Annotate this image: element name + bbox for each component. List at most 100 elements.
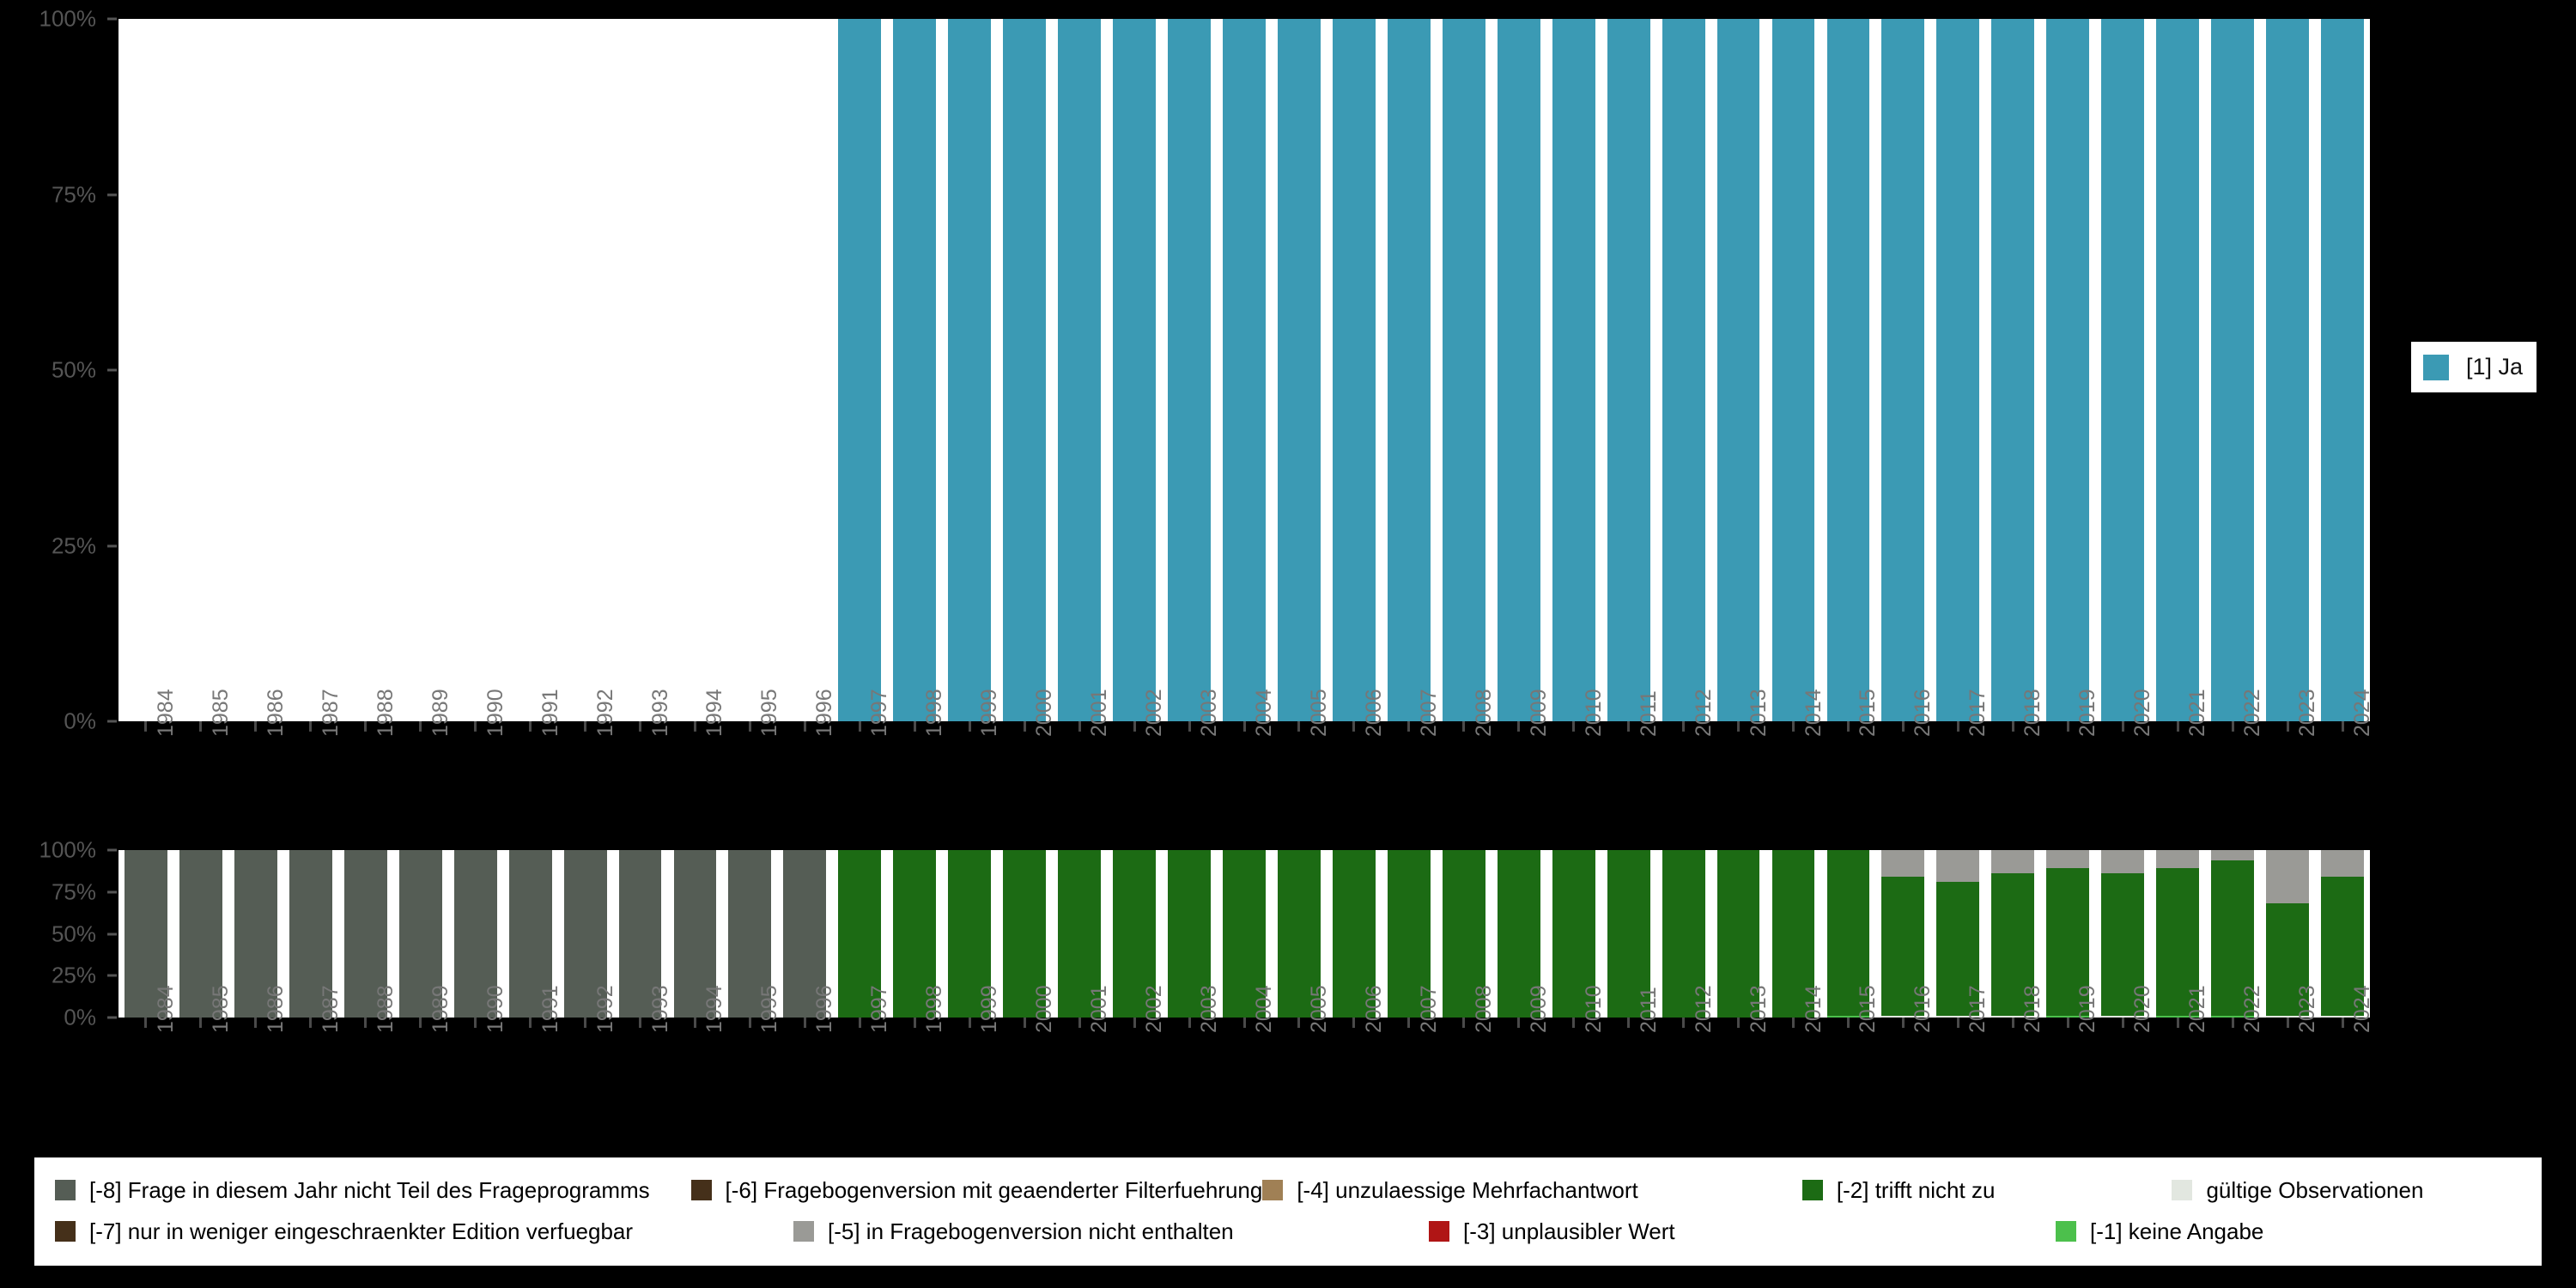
x-tick-label-1991: 1991 — [538, 985, 562, 1033]
x-tick-mark-2003 — [1188, 721, 1191, 732]
lower-bar-1988 — [343, 850, 387, 1018]
lower-bar-1993 — [618, 850, 662, 1018]
x-tick-mark-2007 — [1407, 1018, 1411, 1028]
x-tick-label-2006: 2006 — [1361, 689, 1386, 737]
y-tick-mark — [107, 848, 117, 852]
lower-bar-2001 — [1058, 850, 1102, 1018]
y-tick-mark — [107, 974, 117, 977]
upper-bar-2022 — [2211, 19, 2255, 721]
x-tick-label-2015: 2015 — [1856, 689, 1880, 737]
lower-bar-2006 — [1332, 850, 1376, 1018]
x-tick-label-2003: 2003 — [1197, 985, 1222, 1033]
lower-seg-2018-m5 — [1991, 850, 2035, 874]
x-tick-mark-2012 — [1682, 1018, 1686, 1028]
x-tick-mark-2000 — [1023, 721, 1026, 732]
lower-seg-2013-m2 — [1716, 850, 1760, 1018]
x-tick-label-1989: 1989 — [428, 689, 453, 737]
x-tick-label-1996: 1996 — [812, 689, 837, 737]
lower-bar-1985 — [179, 850, 222, 1018]
x-tick-mark-1994 — [693, 721, 696, 732]
x-tick-mark-1988 — [364, 721, 368, 732]
x-tick-label-1995: 1995 — [757, 985, 782, 1033]
lower-seg-2000-m2 — [1003, 850, 1047, 1018]
lower-seg-2017-valid — [1936, 1016, 1980, 1018]
lower-seg-2024-valid — [2321, 1016, 2364, 1018]
y-tick-label-50pct: 50% — [51, 920, 96, 946]
x-tick-label-2022: 2022 — [2240, 985, 2265, 1033]
y-tick-label-75pct: 75% — [51, 181, 96, 207]
lower-seg-1985-m8 — [179, 850, 222, 1018]
lower-bar-2003 — [1168, 850, 1211, 1018]
x-tick-mark-2015 — [1846, 1018, 1850, 1028]
x-tick-mark-2018 — [2011, 1018, 2014, 1028]
upper-plot-area — [118, 19, 2370, 721]
upper-bar-2000 — [1003, 19, 1047, 721]
legend-swatch-ja — [2423, 354, 2449, 380]
x-tick-mark-1996 — [803, 721, 806, 732]
lower-seg-2012-m2 — [1662, 850, 1705, 1018]
x-tick-label-2015: 2015 — [1856, 985, 1880, 1033]
x-tick-mark-1985 — [199, 721, 203, 732]
lower-seg-1997-m2 — [838, 850, 882, 1018]
x-tick-label-2021: 2021 — [2185, 985, 2210, 1033]
lower-seg-1998-m2 — [893, 850, 937, 1018]
y-tick-mark — [107, 890, 117, 894]
x-tick-label-2017: 2017 — [1965, 985, 1990, 1033]
lower-bar-2023 — [2266, 850, 2309, 1018]
lower-bar-1986 — [234, 850, 277, 1018]
x-tick-mark-2011 — [1627, 1018, 1631, 1028]
x-tick-label-1990: 1990 — [483, 689, 507, 737]
x-tick-label-2021: 2021 — [2185, 689, 2210, 737]
x-tick-mark-2005 — [1297, 721, 1301, 732]
x-tick-mark-1990 — [474, 721, 477, 732]
x-tick-label-2010: 2010 — [1581, 985, 1606, 1033]
lower-seg-2020-m2 — [2101, 873, 2145, 1017]
x-tick-mark-2018 — [2011, 721, 2014, 732]
x-tick-label-2008: 2008 — [1471, 689, 1496, 737]
x-tick-label-1993: 1993 — [647, 985, 672, 1033]
x-tick-mark-2006 — [1352, 1018, 1356, 1028]
x-tick-label-2005: 2005 — [1306, 985, 1331, 1033]
y-tick-label-0pct: 0% — [64, 708, 96, 734]
lower-seg-2017-m5 — [1936, 850, 1980, 883]
legend-item-m3: [-3] unplausibler Wert — [1429, 1218, 2056, 1245]
lower-bar-2020 — [2101, 850, 2145, 1018]
upper-bar-2008 — [1442, 19, 1485, 721]
lower-bar-2009 — [1497, 850, 1540, 1018]
lower-bar-2015 — [1826, 850, 1870, 1018]
y-tick-mark — [107, 193, 117, 196]
x-tick-mark-1986 — [254, 1018, 258, 1028]
x-tick-mark-2002 — [1133, 721, 1136, 732]
x-tick-mark-1994 — [693, 1018, 696, 1028]
x-tick-label-2009: 2009 — [1526, 985, 1551, 1033]
lower-bar-2016 — [1881, 850, 1925, 1018]
x-tick-label-2012: 2012 — [1691, 689, 1716, 737]
x-tick-mark-2009 — [1517, 1018, 1521, 1028]
x-tick-mark-1990 — [474, 1018, 477, 1028]
x-tick-mark-1992 — [584, 1018, 587, 1028]
x-tick-label-1989: 1989 — [428, 985, 453, 1033]
lower-bar-2021 — [2156, 850, 2200, 1018]
lower-seg-2021-m1 — [2156, 1016, 2200, 1018]
x-tick-mark-1992 — [584, 721, 587, 732]
legend-item-m3-label: [-3] unplausibler Wert — [1463, 1218, 1675, 1244]
x-tick-label-1995: 1995 — [757, 689, 782, 737]
right-legend: [1] Ja — [2411, 342, 2537, 392]
lower-bar-2007 — [1387, 850, 1431, 1018]
lower-seg-2016-m5 — [1881, 850, 1925, 878]
x-tick-label-1998: 1998 — [922, 689, 947, 737]
upper-bar-2001 — [1058, 19, 1102, 721]
x-tick-mark-2024 — [2341, 1018, 2344, 1028]
upper-bar-1999 — [948, 19, 992, 721]
x-tick-label-2023: 2023 — [2295, 689, 2320, 737]
x-tick-mark-2004 — [1242, 721, 1246, 732]
lower-bar-1997 — [838, 850, 882, 1018]
x-tick-mark-2004 — [1242, 1018, 1246, 1028]
x-tick-mark-2001 — [1078, 1018, 1081, 1028]
x-tick-label-2004: 2004 — [1252, 985, 1276, 1033]
lower-seg-1990-m8 — [453, 850, 497, 1018]
lower-bar-1987 — [289, 850, 332, 1018]
x-tick-mark-2015 — [1846, 721, 1850, 732]
legend-item-m6-swatch — [690, 1180, 712, 1200]
x-tick-label-2024: 2024 — [2350, 689, 2375, 737]
